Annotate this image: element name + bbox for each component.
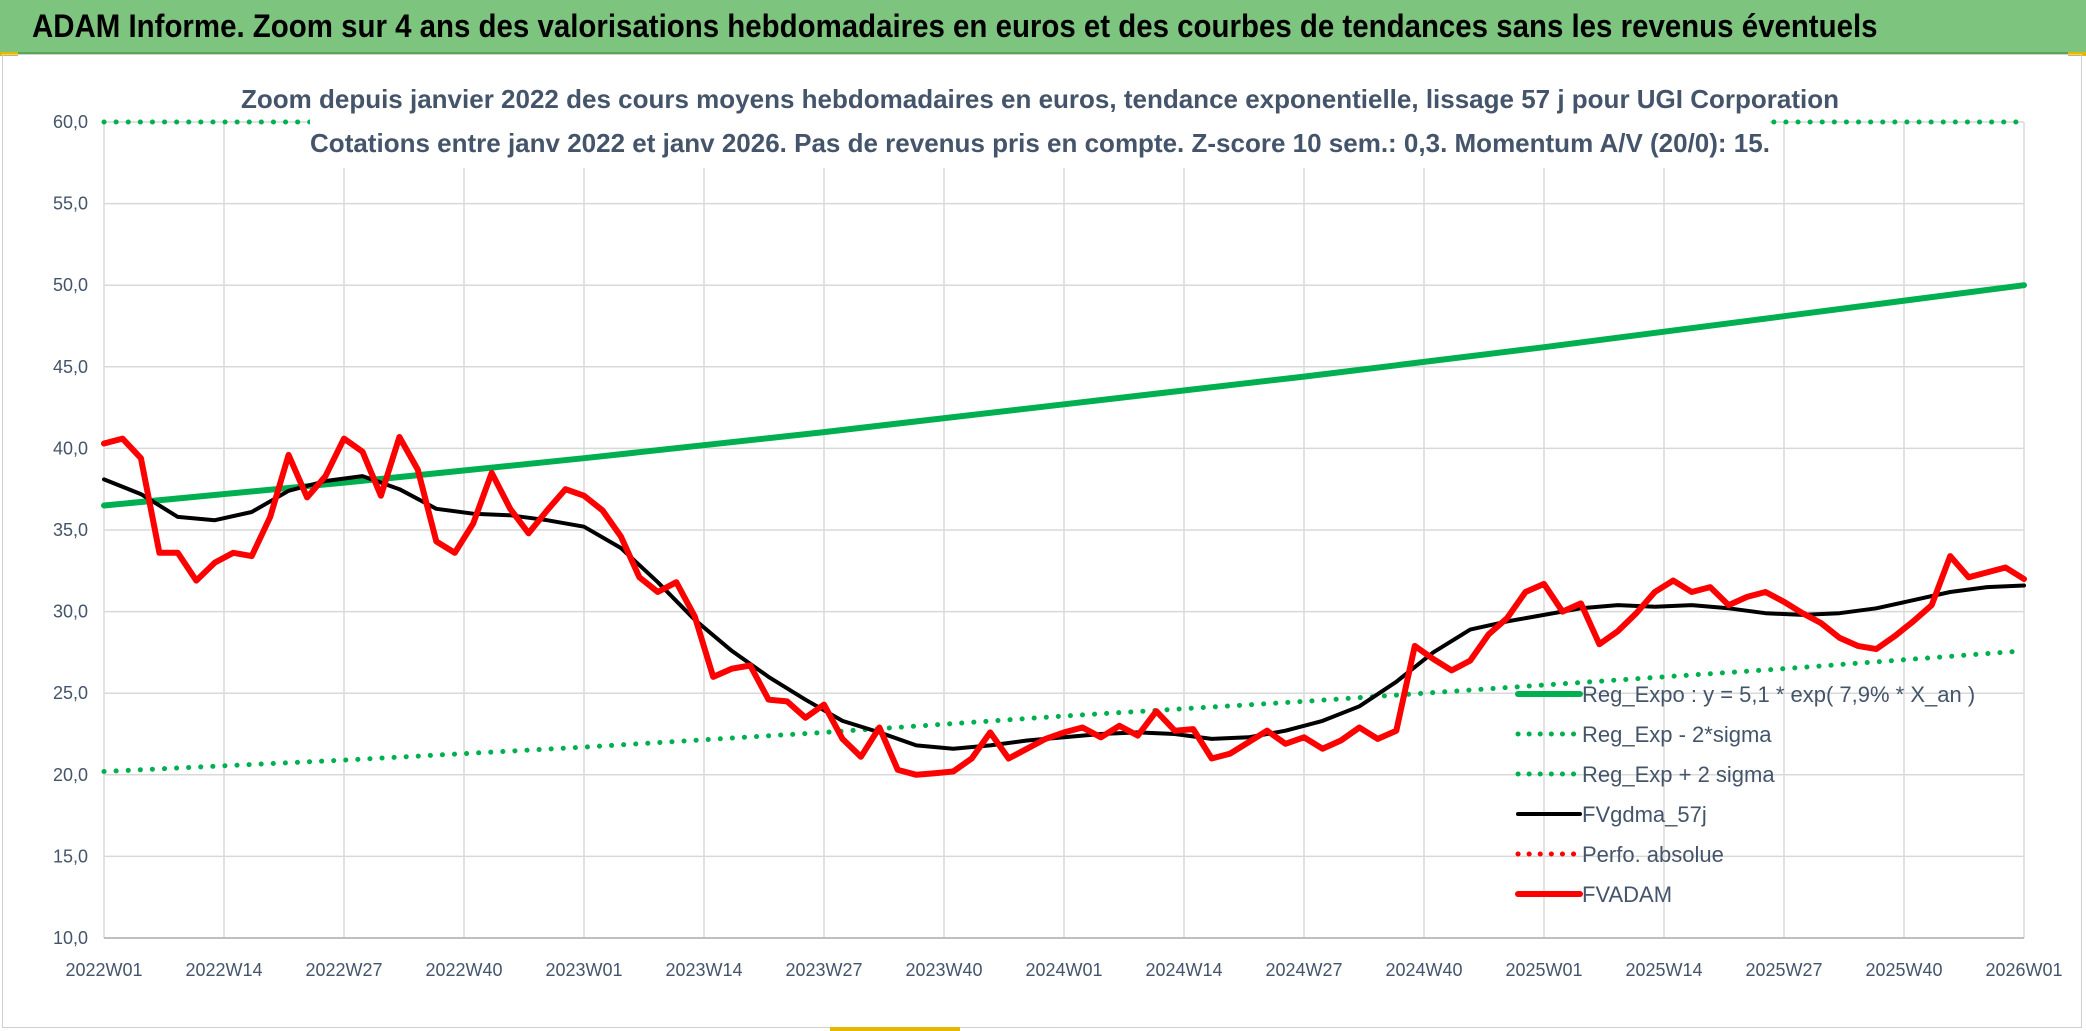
legend-label: Reg_Exp + 2 sigma [1582,762,1775,787]
series-line-5 [101,434,2027,778]
x-tick-label: 2026W01 [1985,960,2062,980]
x-tick-label: 2023W14 [665,960,742,980]
x-tick-label: 2025W27 [1745,960,1822,980]
x-tick-label: 2024W40 [1385,960,1462,980]
x-tick-label: 2023W01 [545,960,622,980]
x-tick-label: 2022W14 [185,960,262,980]
legend-label: Reg_Exp - 2*sigma [1582,722,1772,747]
legend-label: Reg_Expo : y = 5,1 * exp( 7,9% * X_an ) [1582,682,1975,707]
y-tick-label: 55,0 [53,194,88,214]
y-tick-label: 30,0 [53,602,88,622]
x-tick-label: 2023W40 [905,960,982,980]
y-tick-label: 35,0 [53,520,88,540]
x-tick-label: 2025W01 [1505,960,1582,980]
bottom-marker [830,1027,960,1031]
y-tick-label: 50,0 [53,275,88,295]
x-tick-label: 2023W27 [785,960,862,980]
x-tick-label: 2022W27 [305,960,382,980]
y-tick-label: 45,0 [53,357,88,377]
x-tick-label: 2025W40 [1865,960,1942,980]
x-tick-label: 2022W01 [65,960,142,980]
legend-label: FVgdma_57j [1582,802,1707,827]
y-tick-label: 40,0 [53,438,88,458]
y-tick-label: 15,0 [53,846,88,866]
report-title: ADAM Informe. Zoom sur 4 ans des valoris… [32,8,1878,44]
x-axis-ticks: 2022W01 2022W14 2022W27 2022W40 2023W01 2023W… [65,960,2062,980]
series-line-0 [101,282,2027,509]
chart-titles: Zoom depuis janvier 2022 des cours moyen… [241,82,1839,168]
report-banner: ADAM Informe. Zoom sur 4 ans des valoris… [0,0,2086,54]
title-background [310,82,1770,168]
legend-label: Perfo. absolue [1582,842,1724,867]
chart-legend: Reg_Expo : y = 5,1 * exp( 7,9% * X_an ) R… [1515,682,1975,907]
x-tick-label: 2022W40 [425,960,502,980]
legend-label: FVADAM [1582,882,1672,907]
grid-lines [103,121,2025,939]
y-tick-label: 10,0 [53,928,88,948]
x-tick-label: 2025W14 [1625,960,1702,980]
x-tick-label: 2024W01 [1025,960,1102,980]
chart-frame [2,54,2082,1028]
y-tick-label: 60,0 [53,112,88,132]
y-tick-label: 25,0 [53,683,88,703]
y-tick-label: 20,0 [53,765,88,785]
chart-title-line1: Zoom depuis janvier 2022 des cours moyen… [241,84,1839,114]
x-tick-label: 2024W27 [1265,960,1342,980]
series-lines [101,119,2027,778]
chart-title-line2: Cotations entre janv 2022 et janv 2026. … [310,128,1770,158]
x-tick-label: 2024W14 [1145,960,1222,980]
y-axis-ticks: 10,0 15,0 20,0 25,0 30,0 35,0 40,0 45,0 50,0 55,0… [53,112,88,948]
